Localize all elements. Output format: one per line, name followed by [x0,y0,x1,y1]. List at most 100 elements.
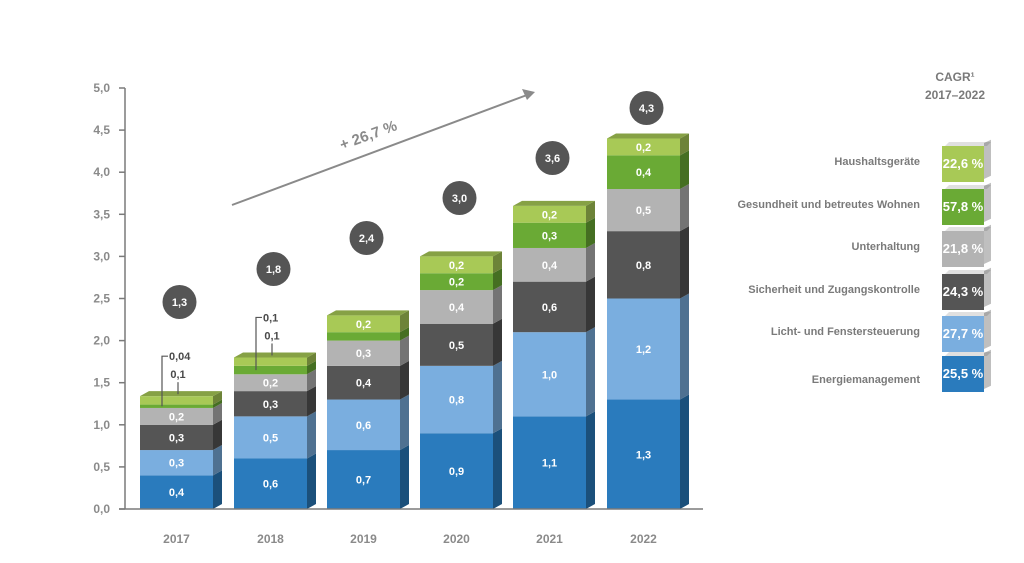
bar-segment-side [213,445,222,476]
y-tick-label: 1,0 [93,418,110,432]
bar-segment-side [213,470,222,509]
x-tick-label: 2021 [536,532,563,546]
y-tick-label: 3,0 [93,249,110,263]
bar-segment-side [307,453,316,509]
bar-segment-side [400,335,409,366]
y-tick-label: 4,0 [93,165,110,179]
bar-2018: 0,6 0,5 0,3 0,2 0,1 0,1 1,8 [234,252,316,509]
bar-segment [607,155,680,190]
bar-segment [234,374,307,392]
segment-value-label: 0,4 [636,167,652,179]
bar-segment [234,357,307,366]
total-value-label: 1,8 [266,264,281,276]
legend-item: Licht- und Fenstersteuerung 27,7 % [640,314,1020,354]
bar-segment-side [493,251,502,274]
bar-segment-side [400,327,409,341]
segment-value-label: 0,6 [263,479,278,491]
segment-value-label: 0,7 [356,475,371,487]
legend-item: Unterhaltung 21,8 % [640,229,1020,269]
total-bubble [349,221,384,255]
bar-segment-side [586,327,595,417]
legend-label: Haushaltsgeräte [834,156,920,168]
bar-2019: 0,7 0,6 0,4 0,3 0,2 2,4 [327,221,409,509]
bar-segment-side [307,411,316,459]
bar-segment [327,340,400,366]
legend-item: Sicherheit und Zugangskontrolle 24,3 % [640,272,1020,312]
segment-value-label: 0,2 [636,142,651,154]
legend-item: Energiemanagement 25,5 % [640,354,1020,394]
total-bubble [162,285,197,319]
bar-segment [234,365,307,375]
bar-segment-side [586,217,595,248]
bars: 0,4 0,3 0,3 0,2 0,1 0,04 1,3 0,6 0,5 0,3 0,2 0,1 0,1… [140,91,689,509]
segment-value-label: 0,4 [449,302,465,314]
bar-segment [513,205,586,223]
bar-segment-side [586,411,595,509]
legend-label: Licht- und Fenstersteuerung [770,326,920,338]
bar-segment [420,273,493,291]
bar-segment-side [307,360,316,375]
y-tick-label: 5,0 [93,81,110,95]
bar-segment [513,222,586,248]
bar-segment [140,424,213,451]
bar-segment-side [586,276,595,333]
bar-2022: 1,3 1,2 0,8 0,5 0,4 0,2 4,3 [607,91,689,509]
segment-value-label: 0,2 [542,209,557,221]
segment-value-label: 0,4 [542,260,558,272]
bar-segment-side [213,399,222,408]
bar-segment [607,138,680,156]
x-tick-label: 2017 [163,532,190,546]
segment-value-label: 0,1 [263,312,278,324]
bar-segment [234,391,307,417]
segment-value-label: 1,3 [636,449,651,461]
leader-line [255,316,262,371]
bar-segment-side [680,133,689,156]
bar-segment-side [680,226,689,299]
bar-segment [420,290,493,324]
bar-segment [420,433,493,509]
legend-item: Haushaltsgeräte 22,6 % [640,144,1020,184]
bar-segment [140,475,213,509]
bar-segment-side [400,445,409,509]
segment-value-label: 0,9 [449,466,464,478]
bar-segment-side [307,352,316,366]
bar-segment [607,231,680,299]
segment-value-label: 0,5 [449,340,464,352]
legend-title-line2: 2017–2022 [924,88,986,102]
segment-value-label: 1,2 [636,344,651,356]
bar-segment [327,332,400,341]
segment-value-label: 0,3 [542,230,557,242]
segment-value-label: 0,3 [169,458,184,470]
bar-segment-side [586,242,595,282]
segment-value-label: 0,2 [356,319,371,331]
bar-top-face [513,200,595,206]
bar-segment [327,365,400,400]
segment-value-label: 0,2 [263,378,278,390]
bar-2020: 0,9 0,8 0,5 0,4 0,2 0,2 3,0 [420,181,502,509]
bar-segment [140,404,213,408]
x-axis: 2017 2018 2019 2020 2021 2022 [119,508,703,546]
bar-segment-side [213,402,222,425]
bar-segment [327,399,400,451]
segment-value-label: 1,0 [542,369,557,381]
total-value-label: 3,0 [452,193,467,205]
segment-value-label: 0,4 [356,378,372,390]
bar-segment-side [680,293,689,400]
bar-segment [513,332,586,417]
legend-cagr-box: 25,5 % [942,356,984,392]
bar-segment-side [680,394,689,509]
legend-cagr-box: 57,8 % [942,189,984,225]
trend-arrow-line [231,94,528,206]
bar-segment [607,399,680,509]
y-tick-label: 4,5 [93,123,110,137]
legend-label: Gesundheit und betreutes Wohnen [737,199,920,211]
bar-segment [140,407,213,425]
y-axis: 0,0 0,5 1,0 1,5 2,0 2,5 3,0 3,5 4,0 4,5 5,0 [93,81,126,516]
segment-value-label: 0,4 [169,487,185,499]
bar-segment [327,315,400,333]
y-tick-label: 1,5 [93,376,110,390]
bar-segment-side [400,394,409,451]
stacked-bar-chart: 0,0 0,5 1,0 1,5 2,0 2,5 3,0 3,5 4,0 4,5 5,0 0,4 0,3… [93,81,703,546]
y-tick-label: 0,0 [93,502,110,516]
total-bubble [535,141,570,175]
